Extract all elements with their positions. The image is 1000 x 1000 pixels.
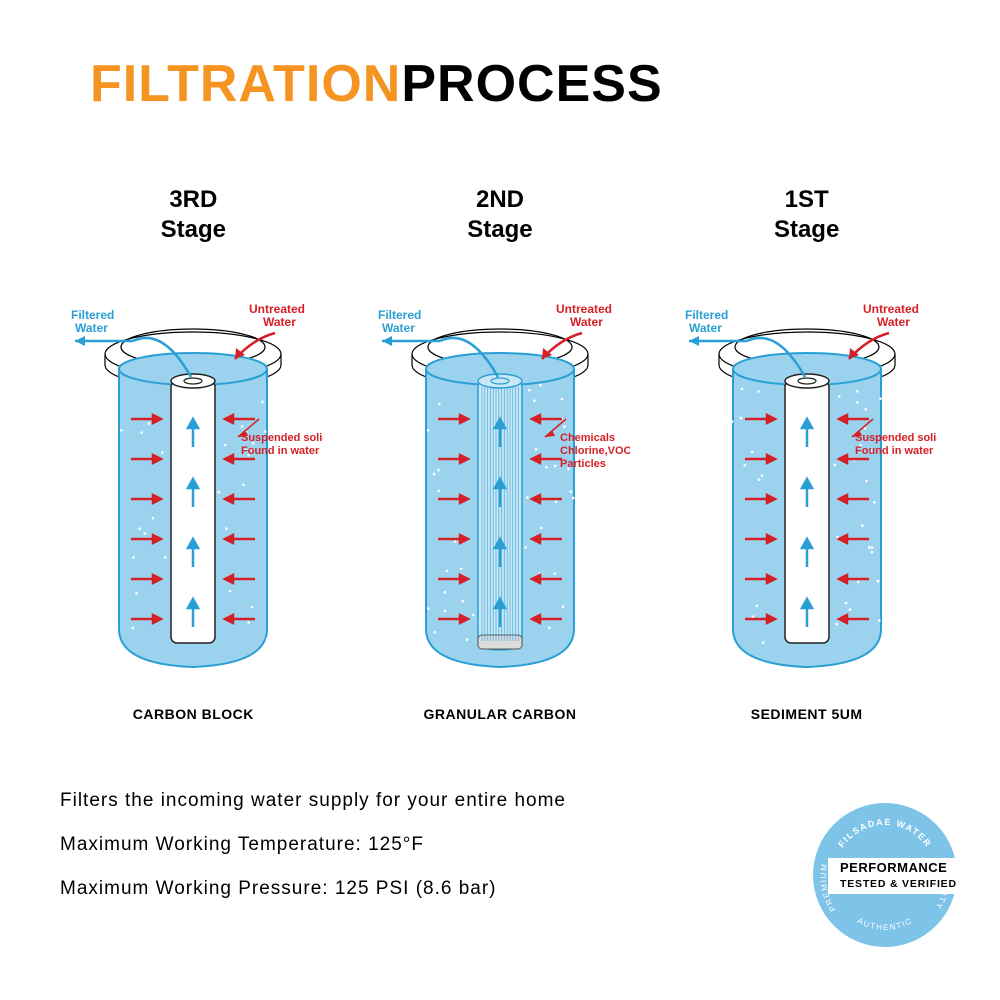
stages-row: 3RD Stage bbox=[0, 185, 1000, 722]
stage-header: 1ST Stage bbox=[657, 185, 957, 245]
stage-header: 2ND Stage bbox=[350, 185, 650, 245]
svg-text:Water: Water bbox=[570, 315, 603, 329]
svg-text:Found in water: Found in water bbox=[241, 445, 320, 457]
svg-text:PERFORMANCE: PERFORMANCE bbox=[840, 860, 947, 875]
filter-diagram: Suspended solids Found in water Filtered… bbox=[677, 269, 937, 694]
spec-line-3: Maximum Working Pressure: 125 PSI (8.6 b… bbox=[60, 878, 566, 900]
filter-name: GRANULAR CARBON bbox=[350, 706, 650, 722]
filter-name: SEDIMENT 5UM bbox=[657, 706, 957, 722]
spec-line-1: Filters the incoming water supply for yo… bbox=[60, 790, 566, 812]
filter-diagram: Suspended solids Found in water Filtered… bbox=[63, 269, 323, 694]
svg-text:Chlorine,VOC: Chlorine,VOC bbox=[560, 445, 630, 457]
stage-2nd: 2ND Stage bbox=[350, 185, 650, 722]
svg-text:Untreated: Untreated bbox=[863, 302, 919, 316]
title-part2: PROCESS bbox=[401, 55, 662, 113]
svg-text:Water: Water bbox=[75, 321, 108, 335]
svg-text:Water: Water bbox=[877, 315, 910, 329]
specs: Filters the incoming water supply for yo… bbox=[60, 790, 566, 922]
svg-text:Filtered: Filtered bbox=[71, 308, 114, 322]
stage-header: 3RD Stage bbox=[43, 185, 343, 245]
svg-text:Filtered: Filtered bbox=[685, 308, 728, 322]
svg-text:Particles: Particles bbox=[560, 458, 606, 470]
svg-text:Found in water: Found in water bbox=[855, 445, 934, 457]
page-title: FILTRATIONPROCESS bbox=[90, 54, 663, 114]
svg-text:Untreated: Untreated bbox=[556, 302, 612, 316]
svg-text:Water: Water bbox=[263, 315, 296, 329]
svg-text:Filtered: Filtered bbox=[378, 308, 421, 322]
svg-text:TESTED & VERIFIED: TESTED & VERIFIED bbox=[840, 878, 957, 890]
svg-text:Water: Water bbox=[689, 321, 722, 335]
svg-text:Untreated: Untreated bbox=[249, 302, 305, 316]
filter-diagram: Chemicals Chlorine,VOC Particles Filtere… bbox=[370, 269, 630, 694]
stage-1st: 1ST Stage bbox=[657, 185, 957, 722]
filter-name: CARBON BLOCK bbox=[43, 706, 343, 722]
spec-line-2: Maximum Working Temperature: 125°F bbox=[60, 834, 566, 856]
performance-badge: FILSADAE WATER PREMIUM QUALITY AUTHENTIC… bbox=[800, 790, 970, 960]
svg-text:Suspended solids: Suspended solids bbox=[855, 432, 937, 444]
svg-text:Chemicals: Chemicals bbox=[560, 432, 615, 444]
title-part1: FILTRATION bbox=[90, 55, 401, 113]
stage-3rd: 3RD Stage bbox=[43, 185, 343, 722]
svg-text:Suspended solids: Suspended solids bbox=[241, 432, 323, 444]
svg-text:Water: Water bbox=[382, 321, 415, 335]
